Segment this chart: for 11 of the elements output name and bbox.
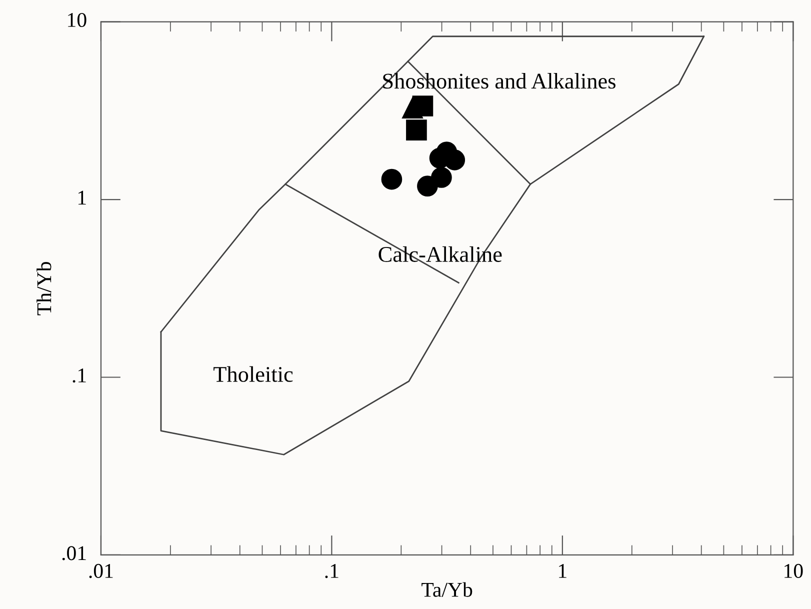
annotation: Tholeitic bbox=[214, 366, 293, 382]
x-tick-label: .01 bbox=[89, 564, 113, 578]
x-tick-label: 1 bbox=[559, 564, 566, 578]
y-tick-label: 1 bbox=[78, 190, 86, 205]
x-tick-label: .1 bbox=[325, 564, 338, 578]
y-axis-title: Th/Yb bbox=[36, 262, 52, 316]
y-tick-label: .01 bbox=[62, 546, 86, 560]
y-tick-label: 10 bbox=[68, 12, 86, 28]
x-axis-title: Ta/Yb bbox=[422, 582, 472, 597]
y-tick-label: .1 bbox=[72, 368, 86, 383]
x-tick-label: 10 bbox=[784, 564, 803, 578]
